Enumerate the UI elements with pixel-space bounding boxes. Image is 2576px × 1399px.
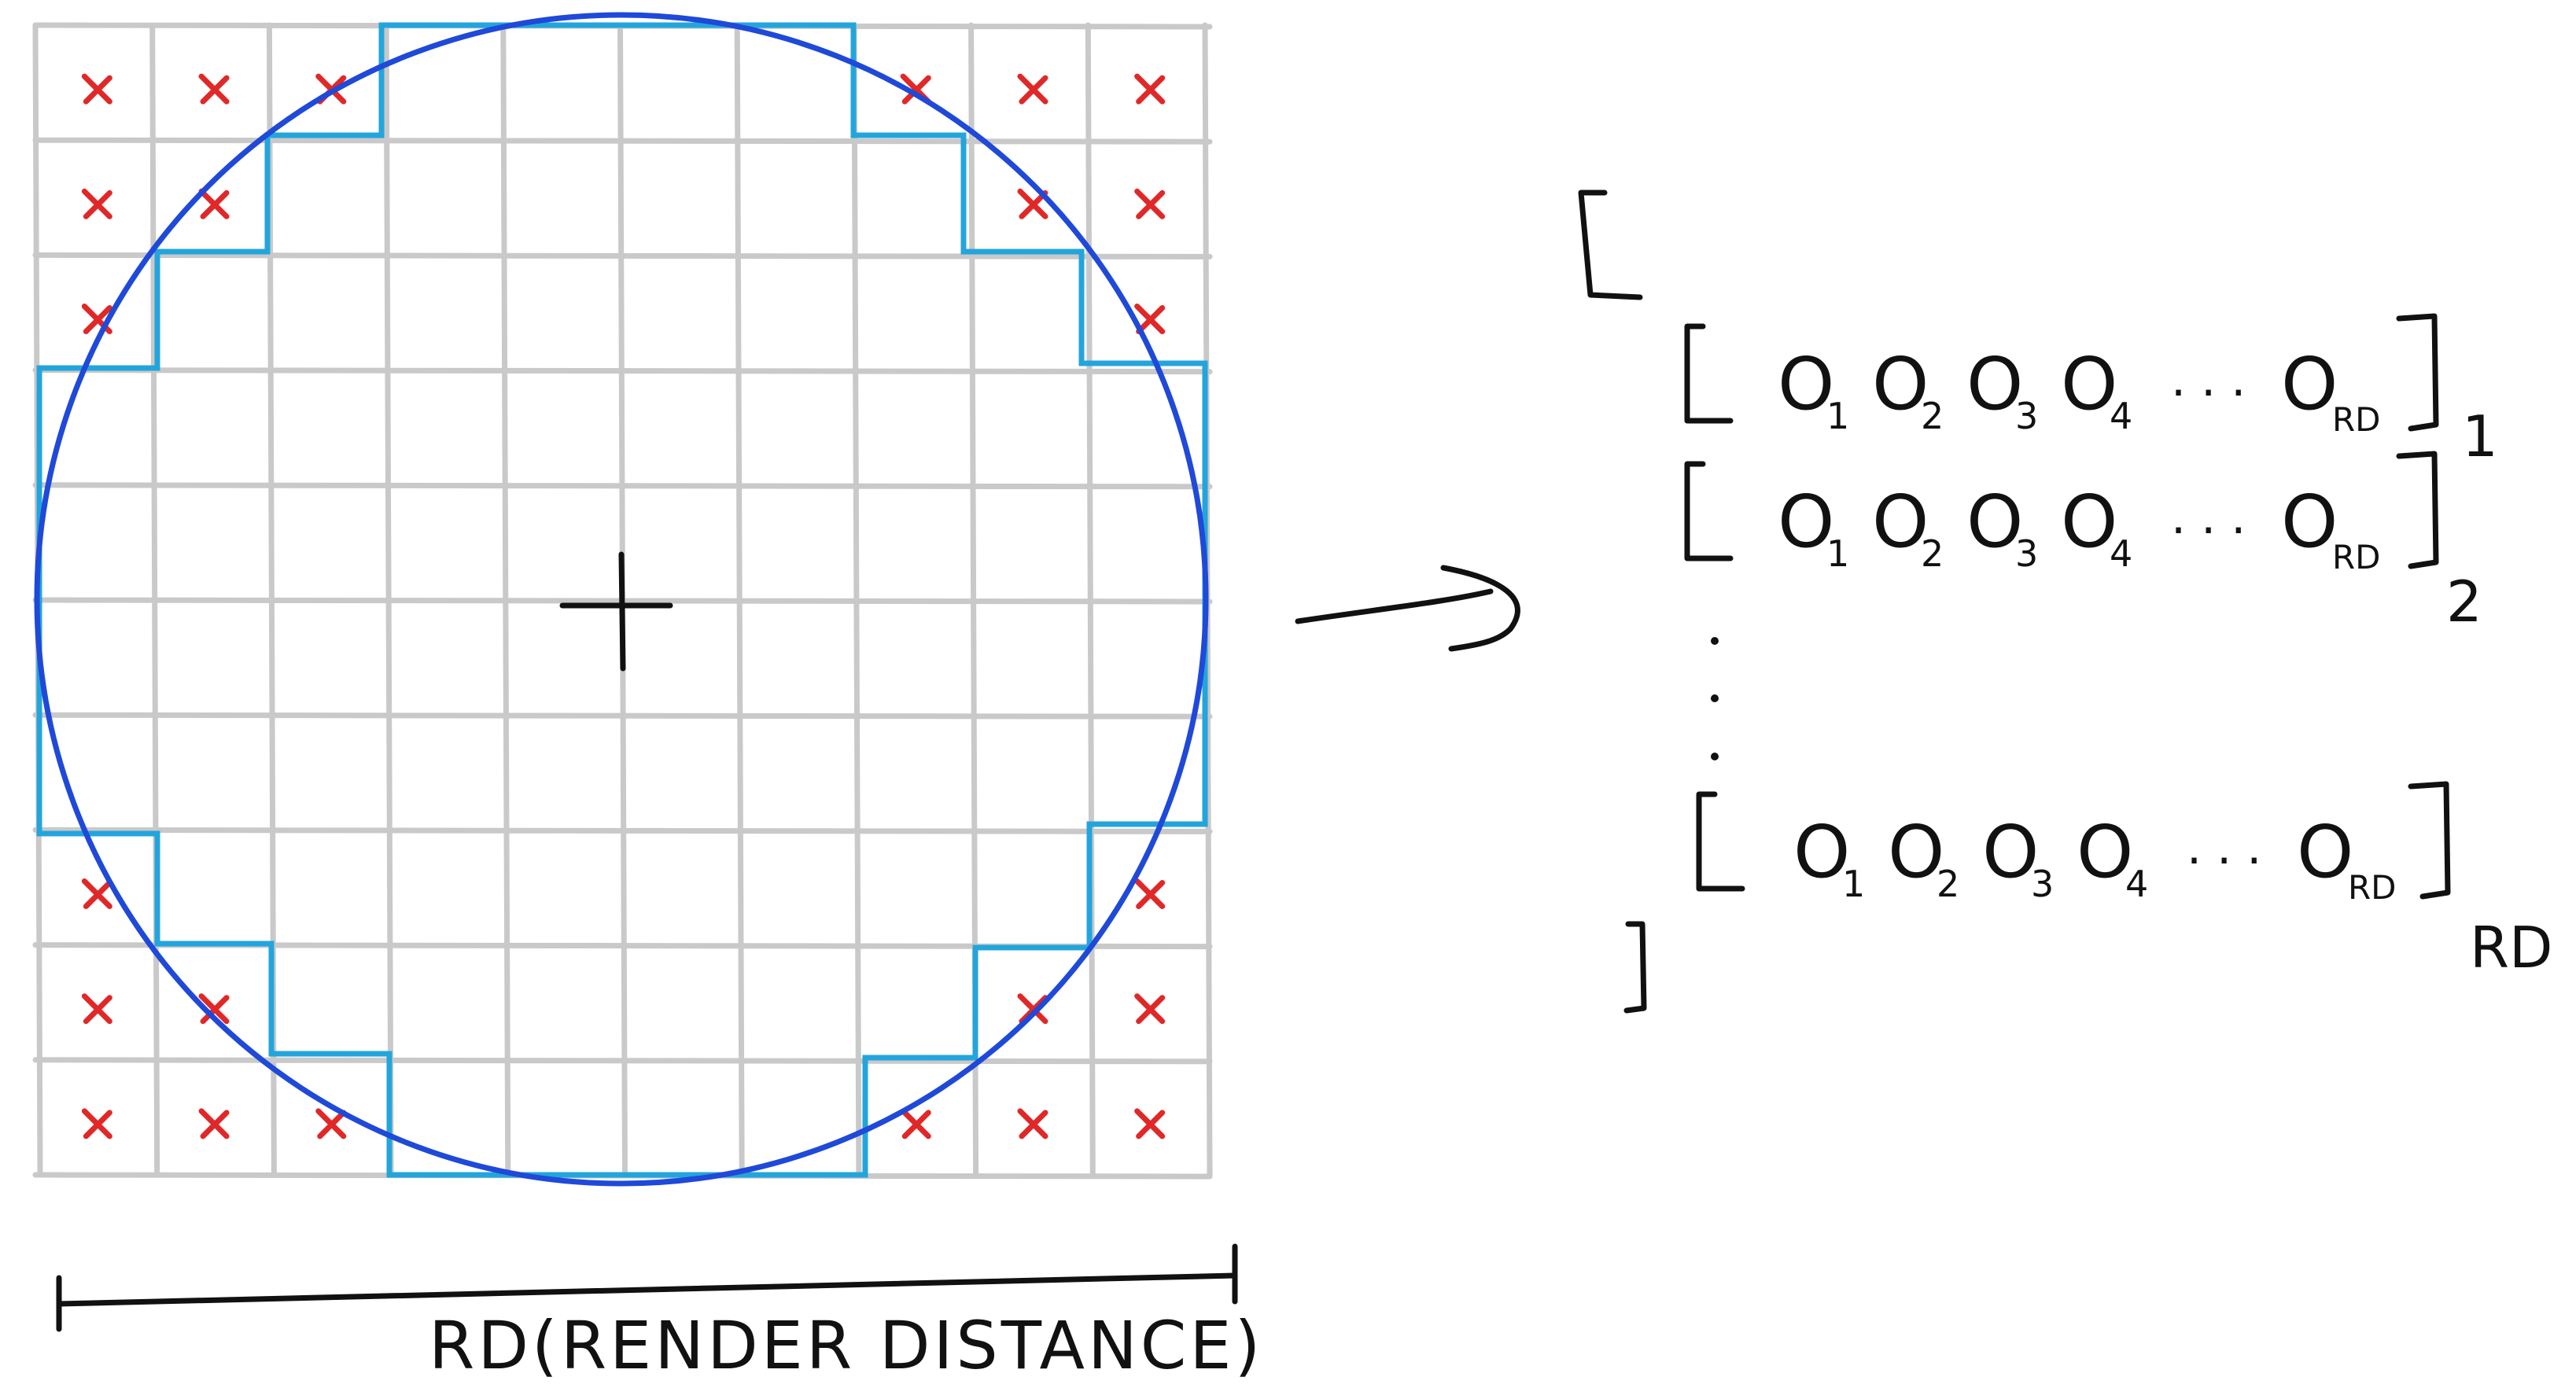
array-element-subscript: 1 [1842,863,1865,905]
row-open-bracket [1684,323,1734,424]
array-element: O [1966,342,2023,426]
array-element: O [1872,480,1929,564]
grid-line-horizontal [32,367,1213,375]
vertical-ellipsis [1711,637,1719,760]
row-ellipsis: · · · [2171,366,2246,421]
row-open-bracket [1696,791,1745,892]
array-element: O [2061,342,2117,426]
array-element: O [1966,480,2023,564]
row-close-bracket [2408,781,2451,900]
array-element-subscript: 4 [2110,532,2132,575]
grid-line-horizontal [32,1057,1213,1065]
row-ellipsis: · · · [2187,834,2261,889]
array-element: O [1778,342,1834,426]
excluded-chunk-mark [1134,878,1166,909]
array-last-element-subscript: RD [2332,400,2381,439]
excluded-chunk-mark [315,1108,347,1139]
row-index-label: 2 [2446,569,2482,635]
array-last-element: O [2281,342,2338,426]
grid-line-horizontal [32,252,1213,260]
array-last-element-subscript: RD [2332,538,2381,576]
row-ellipsis: · · · [2171,503,2246,558]
array-element: O [2061,480,2117,564]
excluded-chunk-mark [81,993,112,1025]
array-element-subscript: 4 [2125,863,2148,905]
row-close-bracket [2396,313,2439,432]
excluded-chunk-mark [81,188,112,219]
excluded-chunk-mark [900,1108,931,1139]
excluded-chunk-mark [81,1108,112,1139]
excluded-chunk-mark [198,73,230,105]
grid-line-horizontal [32,482,1213,490]
array-last-element-subscript: RD [2348,868,2397,907]
array-element-subscript: 2 [1921,395,1944,437]
array-element-subscript: 3 [2015,395,2038,437]
grid-line-horizontal [32,712,1213,720]
row-open-bracket [1684,461,1734,561]
excluded-chunk-mark [81,73,112,105]
excluded-chunk-mark [198,1108,230,1139]
row-index-label: RD [2470,915,2552,981]
array-element: O [2077,810,2133,894]
excluded-chunk-mark [1134,188,1166,219]
excluded-chunk-mark [198,993,230,1025]
row-close-bracket [2396,451,2439,569]
array-element-subscript: 3 [2031,863,2054,905]
array-element-subscript: 2 [1937,863,1959,905]
excluded-chunk-mark [198,188,230,219]
array-row: O1 O2 O3 O4 · · · ORD 1 [1684,313,2498,469]
array-element: O [1778,480,1834,564]
row-index-label: 1 [2462,403,2498,469]
array-element-subscript: 1 [1826,532,1849,575]
grid-line-horizontal [32,827,1213,834]
array-element-subscript: 4 [2110,395,2132,437]
array-last-element: O [2281,480,2338,564]
render-distance-label: RD(RENDER DISTANCE) [429,1307,1263,1384]
array-element: O [1982,810,2039,894]
array-element: O [1793,810,1850,894]
excluded-chunk-mark [1017,73,1048,105]
outer-open-bracket [1578,190,1643,300]
array-element: O [1888,810,1944,894]
excluded-chunk-mark [81,878,112,909]
array-element-subscript: 2 [1921,532,1944,575]
loaded-chunks-outline [36,22,1208,1178]
arrow-icon [1295,565,1520,652]
chunk-grid [32,22,1213,1180]
outer-close-bracket [1623,921,1647,1014]
grid-line-horizontal [32,137,1213,145]
excluded-chunk-mark [1134,304,1166,334]
player-center-mark [559,551,673,672]
excluded-chunk-mark [1134,73,1166,105]
render-distance-measure [56,1243,1238,1332]
array-element: O [1872,342,1929,426]
excluded-chunk-mark [1134,993,1166,1025]
excluded-chunk-mark [1017,1108,1048,1139]
render-distance-circle [34,12,1209,1187]
excluded-chunk-mark [1134,1108,1166,1139]
array-element-subscript: 1 [1826,395,1849,437]
array-last-element: O [2297,810,2353,894]
array-element-subscript: 3 [2015,532,2038,575]
